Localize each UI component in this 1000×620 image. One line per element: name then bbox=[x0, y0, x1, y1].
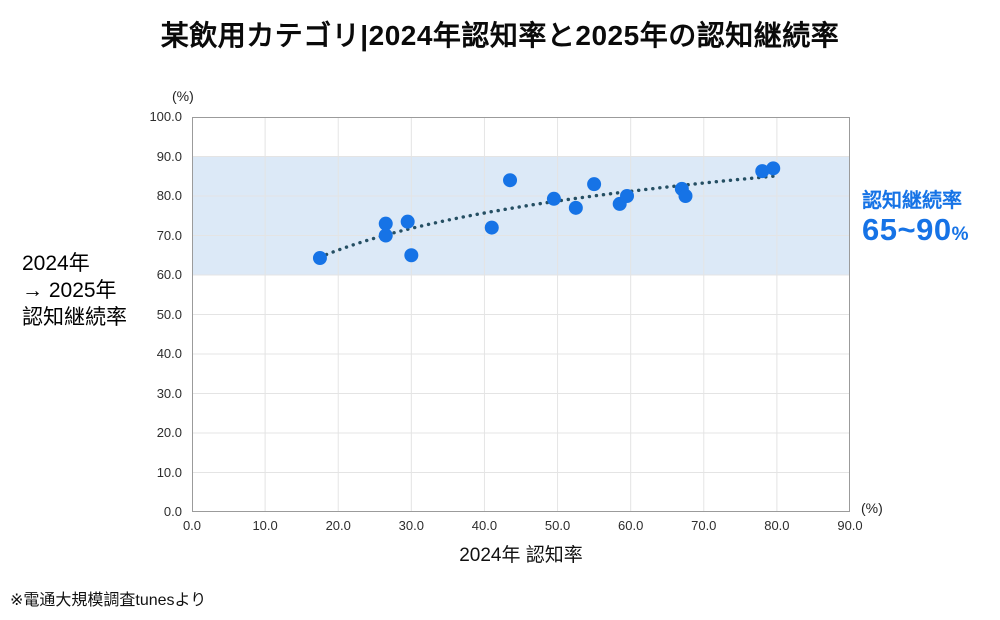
y-tick-label: 50.0 bbox=[156, 306, 182, 322]
y-axis-title-line-2: → 2025年 bbox=[22, 279, 117, 302]
chart-title: 某飲用カテゴリ|2024年認知率と2025年の認知継続率 bbox=[160, 20, 840, 51]
y-tick-label: 80.0 bbox=[156, 188, 182, 203]
y-tick-label: 40.0 bbox=[156, 346, 182, 361]
x-tick-label: 90.0 bbox=[837, 518, 863, 533]
x-tick-label: 0.0 bbox=[182, 518, 202, 533]
annotation-callout: 認知継続率 65~90% bbox=[862, 189, 1000, 252]
x-tick-label: 60.0 bbox=[618, 518, 644, 533]
y-tick-label: 90.0 bbox=[156, 148, 182, 164]
data-point bbox=[312, 251, 327, 266]
plot-border bbox=[192, 117, 850, 512]
y-tick-label: 100.0 bbox=[149, 109, 182, 124]
scatter-plot bbox=[192, 117, 850, 512]
annotation-label: 認知継続率 bbox=[862, 190, 962, 212]
data-point bbox=[587, 177, 602, 192]
x-axis-unit-label: (%) bbox=[861, 500, 883, 516]
x-tick-label: 80.0 bbox=[764, 518, 790, 533]
data-point bbox=[378, 228, 393, 243]
annotation-unit: % bbox=[951, 224, 969, 245]
y-tick-label: 20.0 bbox=[156, 425, 182, 440]
x-tick-label: 20.0 bbox=[325, 518, 351, 533]
x-tick-label: 50.0 bbox=[544, 518, 571, 533]
data-point bbox=[678, 189, 693, 203]
x-tick-label: 30.0 bbox=[398, 518, 424, 533]
data-point bbox=[755, 164, 770, 179]
data-point bbox=[568, 200, 583, 215]
y-axis-unit-label: (%) bbox=[172, 88, 194, 104]
y-axis-title-line-3: 認知継続率 bbox=[22, 306, 127, 329]
highlight-band bbox=[192, 156, 850, 275]
y-axis-title: 2024年 → 2025年 認知継続率 bbox=[22, 250, 127, 331]
y-tick-label: 70.0 bbox=[156, 227, 182, 243]
x-axis-title: 2024年 認知率 bbox=[459, 545, 583, 566]
trend-line bbox=[318, 174, 775, 259]
y-tick-label: 10.0 bbox=[156, 464, 182, 480]
data-point bbox=[484, 220, 499, 235]
data-point bbox=[766, 161, 781, 176]
source-footnote: ※電通大規模調査tunesより bbox=[10, 592, 207, 609]
annotation-value: 65~90% bbox=[862, 213, 1000, 252]
data-point bbox=[503, 173, 518, 188]
x-tick-label: 40.0 bbox=[471, 518, 498, 533]
plot-area bbox=[192, 117, 850, 512]
y-tick-label: 60.0 bbox=[156, 267, 182, 282]
y-tick-label: 30.0 bbox=[156, 385, 182, 401]
data-point bbox=[620, 189, 635, 203]
y-tick-label: 0.0 bbox=[163, 504, 182, 519]
y-axis-title-line-1: 2024年 bbox=[22, 252, 90, 275]
annotation-range: 65~90 bbox=[862, 212, 952, 247]
x-tick-label: 10.0 bbox=[252, 518, 278, 533]
data-point bbox=[546, 191, 561, 206]
data-point bbox=[404, 248, 419, 263]
data-point bbox=[400, 214, 415, 229]
x-tick-label: 70.0 bbox=[691, 518, 717, 533]
data-point bbox=[378, 216, 393, 231]
